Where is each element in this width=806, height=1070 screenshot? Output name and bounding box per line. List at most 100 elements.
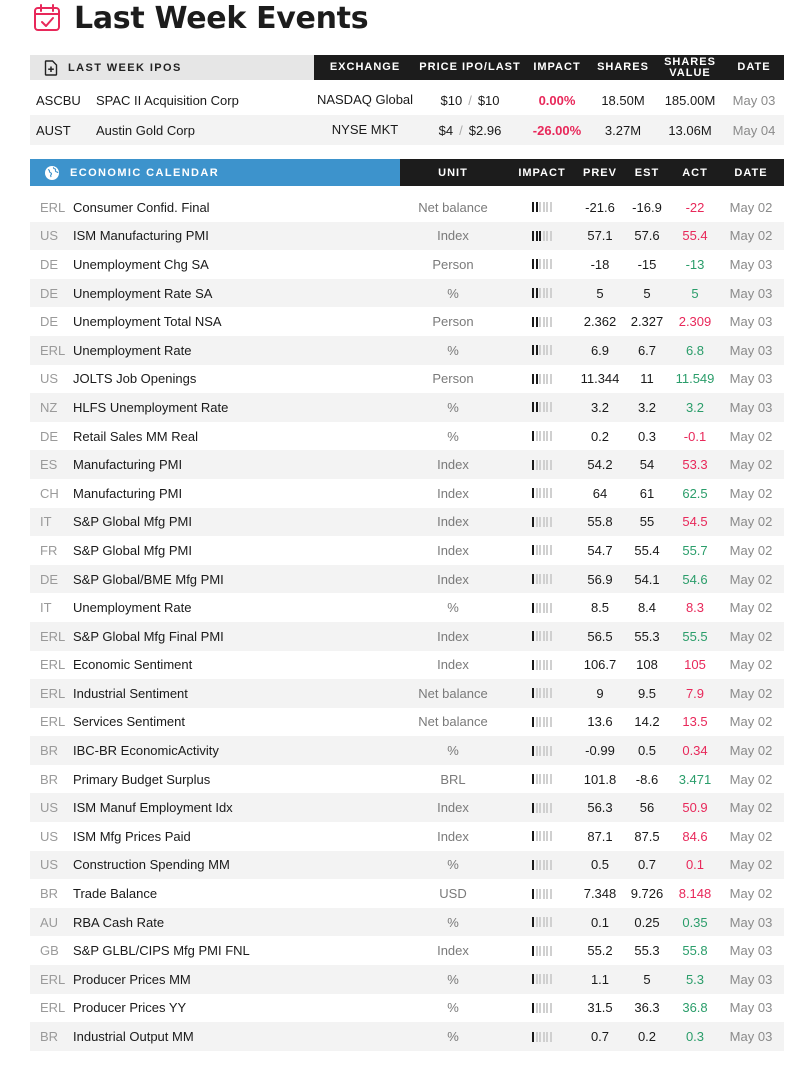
impact-bar	[535, 431, 538, 442]
impact-bar	[539, 802, 542, 813]
table-row[interactable]: BR Industrial Output MM% 0.7 0.2 0.3 May 03	[30, 1022, 784, 1051]
col-unit[interactable]: UNIT	[438, 166, 468, 179]
table-row[interactable]: BR Primary Budget Surplus BRL 101.8 -8.6 3.47…	[30, 765, 784, 794]
table-row[interactable]: ERL Economic Sentiment Index 106.7 108 105 May…	[30, 651, 784, 680]
impact-bar	[535, 545, 538, 556]
table-row[interactable]: US ISM Mfg Prices Paid Index 87.1 87.5 84.6 Ma…	[30, 822, 784, 851]
table-row[interactable]: IT S&P Global Mfg PMI Index 55.8 55 54.5 May 0…	[30, 507, 784, 537]
table-row[interactable]: GB S&P GLBL/CIPS Mfg PMI FNL Index 55.2 55.3…	[30, 936, 784, 965]
act-value: 5	[691, 285, 699, 301]
table-row[interactable]: US ISM Manufacturing PMI Index 57.1 57.6 55.4…	[30, 221, 784, 251]
impact-bar	[549, 802, 552, 813]
col-date[interactable]: DATE	[734, 166, 768, 179]
impact-bar	[532, 402, 535, 413]
table-row[interactable]: DE S&P Global/BME Mfg PMI Index 56.9 54.1 54.…	[30, 564, 784, 594]
table-row[interactable]: IT Unemployment Rate% 8.5 8.4 8.3 May 02	[30, 593, 784, 622]
impact-bar	[532, 202, 535, 213]
impact-bar	[542, 688, 545, 699]
col-est[interactable]: EST	[634, 166, 660, 179]
est-value: 55	[639, 514, 655, 530]
impact-bar	[532, 288, 535, 299]
impact-bar	[546, 431, 549, 442]
table-row[interactable]: ASCBU SPAC II Acquisition Corp NASDAQ Gl…	[30, 85, 784, 115]
table-row[interactable]: DE Retail Sales MM Real% 0.2 0.3 -0.1 May 02	[30, 422, 784, 451]
table-row[interactable]: FR S&P Global Mfg PMI Index 54.7 55.4 55.7 May…	[30, 536, 784, 565]
table-row[interactable]: DE Unemployment Chg SA Person -18 -15 -13 May …	[30, 250, 784, 279]
event-name: Unemployment Total NSA	[73, 314, 222, 330]
table-row[interactable]: ERL S&P Global Mfg Final PMI Index 56.5 55.3…	[30, 621, 784, 651]
col-date[interactable]: DATE	[737, 61, 771, 73]
impact-indicator	[506, 288, 578, 299]
impact-bar	[546, 516, 549, 527]
impact-bar	[546, 945, 549, 956]
col-prev[interactable]: PREV	[583, 166, 617, 179]
impact-bar	[535, 516, 538, 527]
impact-bar	[535, 716, 538, 727]
table-row[interactable]: ERL Unemployment Rate% 6.9 6.7 6.8 May 03	[30, 335, 784, 365]
impact-bar	[539, 230, 542, 241]
col-impact[interactable]: IMPACT	[518, 166, 566, 179]
table-row[interactable]: ERL Producer Prices YY% 31.5 36.3 36.8 May 03	[30, 994, 784, 1023]
table-row[interactable]: ERL Producer Prices MM% 1.1 5 5.3 May 03	[30, 965, 784, 994]
event-date: May 03	[729, 1000, 773, 1016]
col-price[interactable]: PRICE IPO/LAST	[419, 61, 521, 73]
event-date: May 02	[729, 714, 773, 730]
act-value: 105	[684, 657, 706, 673]
impact-bar	[539, 488, 542, 499]
impact-bar	[549, 1031, 552, 1042]
event-unit: Index	[437, 943, 469, 959]
impact-bar	[542, 859, 545, 870]
event-name: Trade Balance	[73, 886, 158, 902]
col-exchange[interactable]: EXCHANGE	[329, 61, 401, 73]
table-row[interactable]: ES Manufacturing PMI Index 54.2 54 53.3 May 02	[30, 450, 784, 479]
table-row[interactable]: CH Manufacturing PMI Index 64 61 62.5 May 02	[30, 479, 784, 508]
impact-bar	[535, 402, 538, 413]
impact-indicator	[506, 859, 578, 870]
event-unit: Person	[432, 371, 474, 387]
table-row[interactable]: US ISM Manuf Employment Idx Index 56.3 56 50.…	[30, 793, 784, 823]
event-unit: Net balance	[418, 199, 488, 215]
country-code: DE	[40, 256, 59, 272]
impact-bars-icon	[532, 459, 552, 470]
table-row[interactable]: DE Unemployment Rate SA% 5 5 5 May 03	[30, 278, 784, 308]
table-row[interactable]: NZ HLFS Unemployment Rate% 3.2 3.2 3.2 May 03	[30, 393, 784, 422]
event-date: May 02	[729, 771, 773, 787]
table-row[interactable]: AU RBA Cash Rate% 0.1 0.25 0.35 May 03	[30, 907, 784, 937]
impact-bar	[539, 431, 542, 442]
impact-bar	[535, 631, 538, 642]
table-row[interactable]: AUST Austin Gold Corp NYSE MKT $4/$2.96 …	[30, 115, 784, 145]
table-row[interactable]: ERL Consumer Confid. Final Net balance -21.…	[30, 193, 784, 222]
impact-indicator	[506, 402, 578, 413]
country-code: BR	[40, 743, 59, 759]
col-shares[interactable]: SHARES	[597, 61, 649, 73]
impact-bar	[535, 202, 538, 213]
impact-bar	[532, 802, 535, 813]
impact-bars-icon	[532, 230, 552, 241]
table-row[interactable]: DE Unemployment Total NSA Person 2.362 2.327…	[30, 307, 784, 336]
est-value: 108	[636, 657, 658, 673]
impact-bars-icon	[532, 545, 552, 556]
table-row[interactable]: US JOLTS Job Openings Person 11.344 11 11.549…	[30, 365, 784, 394]
event-name: S&P Global Mfg PMI	[73, 542, 192, 558]
prev-value: 11.344	[580, 371, 620, 387]
table-row[interactable]: BR Trade Balance USD 7.348 9.726 8.148 May 02	[30, 879, 784, 908]
country-code: ES	[40, 457, 58, 473]
impact-bar	[532, 1031, 535, 1042]
impact-bar	[535, 1002, 538, 1013]
col-impact[interactable]: IMPACT	[533, 61, 581, 73]
act-value: 36.8	[682, 1000, 708, 1016]
col-shares-value[interactable]: SHARES VALUE	[664, 55, 716, 79]
table-row[interactable]: ERL Services Sentiment Net balance 13.6 14.2…	[30, 708, 784, 737]
impact-bar	[532, 345, 535, 356]
impact-indicator	[506, 345, 578, 356]
impact-bar	[542, 259, 545, 270]
impact-bar	[542, 431, 545, 442]
ipo-price-last: $2.96	[468, 122, 502, 138]
event-unit: %	[447, 914, 459, 930]
table-row[interactable]: BR IBC-BR EconomicActivity% -0.99 0.5 0.34 Ma…	[30, 736, 784, 765]
economic-column-headers: UNIT IMPACT PREV EST ACT DATE	[400, 159, 784, 186]
impact-bar	[532, 945, 535, 956]
table-row[interactable]: ERL Industrial Sentiment Net balance 9 9.5 7.…	[30, 679, 784, 708]
table-row[interactable]: US Construction Spending MM% 0.5 0.7 0.1 May …	[30, 850, 784, 880]
col-act[interactable]: ACT	[682, 166, 708, 179]
